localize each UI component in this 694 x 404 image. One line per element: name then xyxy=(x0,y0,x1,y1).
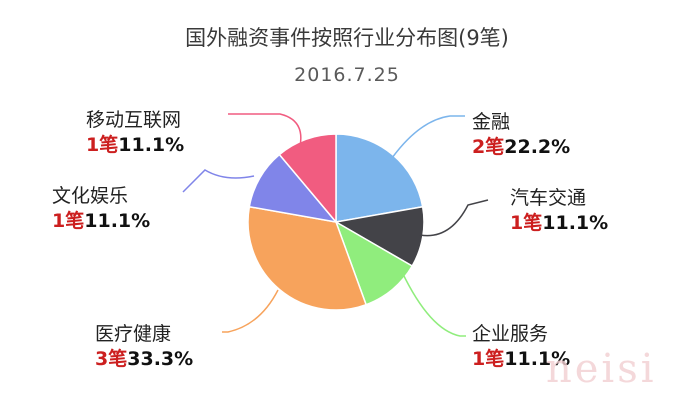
slice-label-mobile-internet: 移动互联网 1笔11.1% xyxy=(86,108,184,158)
slice-percent: 11.1% xyxy=(84,210,151,232)
slice-percent: 11.1% xyxy=(542,212,609,234)
slice-name: 金融 xyxy=(472,111,511,133)
slice-name: 汽车交通 xyxy=(510,187,587,209)
slice-count-unit: 笔 xyxy=(108,348,128,370)
slice-name: 移动互联网 xyxy=(86,109,182,131)
slice-count: 1 xyxy=(52,210,66,232)
slice-count-unit: 笔 xyxy=(485,136,505,158)
slice-percent: 11.1% xyxy=(118,134,185,156)
slice-count: 1 xyxy=(86,134,100,156)
pie-slice-finance xyxy=(335,133,424,223)
slice-label-culture-entertainment: 文化娱乐 1笔11.1% xyxy=(52,184,150,234)
slice-percent: 22.2% xyxy=(504,136,571,158)
slice-name: 企业服务 xyxy=(472,323,549,345)
leader-line-auto-transport xyxy=(419,199,489,237)
slice-count: 2 xyxy=(472,136,486,158)
leader-line-finance xyxy=(391,115,465,159)
slice-label-healthcare: 医疗健康 3笔33.3% xyxy=(95,322,193,372)
leader-line-enterprise-services xyxy=(401,271,466,337)
slice-percent: 11.1% xyxy=(504,348,571,370)
slice-count-unit: 笔 xyxy=(65,210,85,232)
leader-line-healthcare xyxy=(222,289,279,333)
slice-count-unit: 笔 xyxy=(99,134,119,156)
slice-count: 3 xyxy=(95,348,109,370)
slice-count: 1 xyxy=(510,212,524,234)
slice-count-unit: 笔 xyxy=(523,212,543,234)
slice-label-enterprise-services: 企业服务 1笔11.1% xyxy=(472,322,570,372)
watermark: neisi xyxy=(546,346,657,392)
slice-label-auto-transport: 汽车交通 1笔11.1% xyxy=(510,186,608,236)
leader-line-mobile-internet xyxy=(228,113,302,147)
slice-count-unit: 笔 xyxy=(485,348,505,370)
chart-title: 国外融资事件按照行业分布图(9笔) xyxy=(185,26,509,50)
pie-slice-healthcare xyxy=(247,205,368,311)
chart-subtitle: 2016.7.25 xyxy=(294,64,400,86)
slice-name: 医疗健康 xyxy=(95,323,172,345)
slice-percent: 33.3% xyxy=(127,348,194,370)
slice-label-finance: 金融 2笔22.2% xyxy=(472,110,570,160)
slice-name: 文化娱乐 xyxy=(52,185,129,207)
pie-slice-mobile-internet xyxy=(278,133,337,225)
leader-line-culture-entertainment xyxy=(182,169,255,193)
slice-count: 1 xyxy=(472,348,486,370)
